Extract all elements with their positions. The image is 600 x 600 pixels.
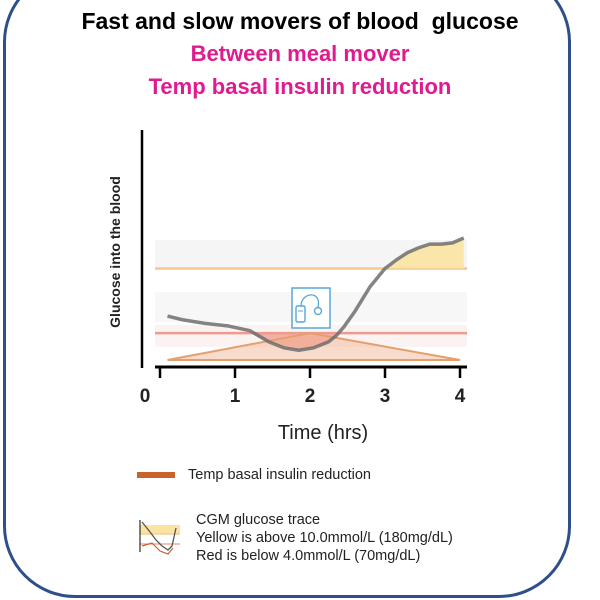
red-low-fill bbox=[167, 333, 464, 351]
x-axis-label: Time (hrs) bbox=[278, 422, 368, 444]
x-tick-label: 0 bbox=[140, 386, 151, 407]
x-tick-label: 1 bbox=[230, 386, 241, 407]
legend-cgm-title: CGM glucose trace bbox=[196, 512, 321, 528]
cgm-glucose-trace bbox=[167, 236, 465, 352]
y-axis-label: Glucose into the blood bbox=[107, 176, 123, 328]
figure-title: Fast and slow movers of blood glucose bbox=[81, 8, 519, 34]
legend-insulin-label: Temp basal insulin reduction bbox=[188, 467, 371, 483]
rounded-frame bbox=[3, 0, 571, 598]
subtitle-temp-basal: Temp basal insulin reduction bbox=[148, 74, 452, 99]
x-tick-label: 2 bbox=[305, 386, 316, 407]
cgm-trace-icon bbox=[139, 520, 180, 555]
subtitle-between-meal-mover: Between meal mover bbox=[190, 41, 410, 66]
legend-cgm-red: Red is below 4.0mmol/L (70mg/dL) bbox=[196, 548, 421, 564]
x-tick-label: 3 bbox=[380, 386, 391, 407]
x-tick-label: 4 bbox=[455, 386, 466, 407]
legend-insulin-swatch bbox=[137, 472, 175, 478]
yellow-high-fill bbox=[167, 238, 464, 269]
legend-cgm-yellow: Yellow is above 10.0mmol/L (180mg/dL) bbox=[196, 530, 453, 546]
insulin-pump-icon bbox=[291, 287, 331, 329]
